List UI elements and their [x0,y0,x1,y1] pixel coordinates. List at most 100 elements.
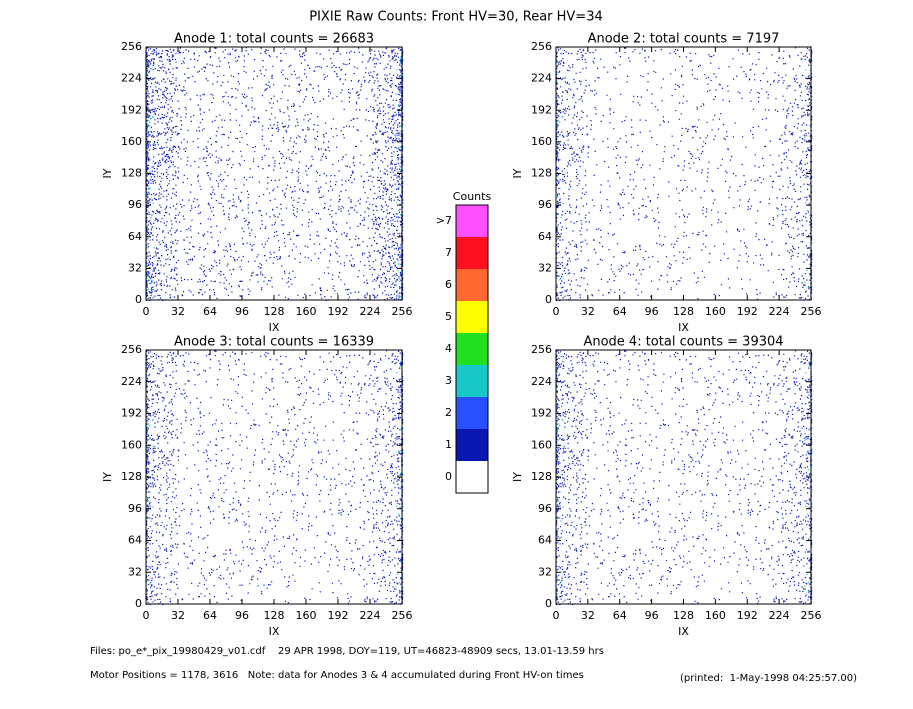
x-tick-label: 64 [203,305,217,318]
x-tick-label: 64 [613,609,627,622]
y-tick-label: 64 [538,534,552,547]
y-tick-label: 64 [128,230,142,243]
count-texture [556,361,813,593]
x-tick-label: 0 [553,305,560,318]
x-axis-label: IX [269,321,280,334]
y-tick-label: 0 [545,293,552,306]
colorbar-frame [455,204,489,494]
x-tick-label: 32 [171,305,185,318]
x-tick-label: 192 [737,305,758,318]
x-tick-label: 64 [613,305,627,318]
x-tick-label: 160 [296,305,317,318]
colorbar-cell [456,397,488,429]
x-tick-label: 160 [705,609,726,622]
y-tick-label: 96 [128,502,142,515]
colorbar-label: 4 [445,342,452,355]
y-tick-label: 192 [121,103,142,116]
colorbar-cell [456,365,488,397]
count-texture [557,111,813,292]
x-tick-label: 0 [143,305,150,318]
footer-motor: Motor Positions = 1178, 3616 Note: data … [90,670,584,681]
x-tick-label: 224 [769,305,790,318]
y-tick-label: 224 [121,375,142,388]
y-tick-label: 128 [531,470,552,483]
y-tick-label: 0 [135,293,142,306]
y-tick-label: 128 [531,167,552,180]
footer-printed: (printed: 1-May-1998 04:25:57.00) [680,673,857,684]
x-tick-label: 96 [235,305,249,318]
y-tick-label: 0 [545,597,552,610]
y-tick-label: 256 [531,343,552,356]
x-tick-label: 192 [328,305,349,318]
colorbar-title: Counts [453,190,492,203]
x-tick-label: 256 [801,305,822,318]
x-tick-label: 32 [171,609,185,622]
colorbar-cell [456,429,488,461]
x-tick-label: 224 [769,609,790,622]
y-tick-label: 64 [538,230,552,243]
x-tick-label: 128 [264,305,285,318]
x-tick-label: 128 [264,609,285,622]
count-texture [146,361,404,593]
panel-title: Anode 2: total counts = 7197 [588,32,780,47]
y-axis-label: IY [101,472,114,482]
y-tick-label: 256 [121,343,142,356]
y-tick-label: 256 [531,40,552,53]
colorbar-label: >7 [436,214,452,227]
y-tick-label: 96 [538,198,552,211]
y-tick-label: 128 [121,470,142,483]
x-tick-label: 256 [392,609,413,622]
y-tick-label: 32 [538,565,552,578]
panel-title: Anode 1: total counts = 26683 [174,32,374,47]
x-axis-label: IX [269,625,280,638]
colorbar-label: 2 [445,406,452,419]
y-tick-label: 224 [531,72,552,85]
y-tick-label: 192 [121,407,142,420]
y-tick-label: 224 [531,375,552,388]
y-tick-label: 160 [531,438,552,451]
colorbar-label: 7 [445,246,452,259]
x-tick-label: 160 [296,609,317,622]
x-axis-label: IX [678,625,689,638]
x-tick-label: 32 [581,609,595,622]
y-tick-label: 64 [128,534,142,547]
x-tick-label: 64 [203,609,217,622]
x-tick-label: 0 [553,609,560,622]
colorbar-label: 1 [445,438,452,451]
y-tick-label: 128 [121,167,142,180]
y-tick-label: 160 [121,438,142,451]
y-tick-label: 160 [121,135,142,148]
x-tick-label: 96 [645,305,659,318]
y-tick-label: 32 [538,261,552,274]
y-axis-label: IY [511,168,524,178]
y-tick-label: 96 [128,198,142,211]
colorbar-label: 0 [445,470,452,483]
panel-title: Anode 3: total counts = 16339 [174,335,374,350]
y-axis-label: IY [101,168,114,178]
y-tick-label: 256 [121,40,142,53]
x-tick-label: 192 [737,609,758,622]
colorbar-cell [456,301,488,333]
footer-files: Files: po_e*_pix_19980429_v01.cdf 29 APR… [90,646,604,657]
x-tick-label: 224 [360,609,381,622]
x-tick-label: 256 [801,609,822,622]
colorbar-cell [456,333,488,365]
count-texture [556,58,813,289]
count-texture [146,350,404,606]
y-tick-label: 192 [531,103,552,116]
count-texture [146,47,404,302]
colorbar-cell [456,269,488,301]
x-tick-label: 128 [673,609,694,622]
colorbar-label: 3 [445,374,452,387]
x-tick-label: 0 [143,609,150,622]
x-tick-label: 32 [581,305,595,318]
colorbar-cell [456,461,488,493]
y-tick-label: 0 [135,597,142,610]
y-tick-label: 192 [531,407,552,420]
x-tick-label: 256 [392,305,413,318]
panel-title: Anode 4: total counts = 39304 [583,335,783,350]
x-axis-label: IX [678,321,689,334]
x-tick-label: 96 [645,609,659,622]
y-tick-label: 96 [538,502,552,515]
y-tick-label: 224 [121,72,142,85]
